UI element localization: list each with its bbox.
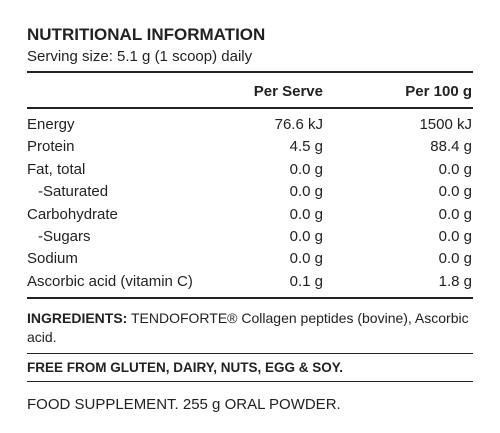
cell-value: 1500 kJ <box>419 116 472 133</box>
free-from: FREE FROM GLUTEN, DAIRY, NUTS, EGG & SOY… <box>27 360 344 375</box>
rule <box>27 297 473 299</box>
row-label: Carbohydrate <box>27 205 118 223</box>
rule <box>27 71 473 73</box>
cell-value: 0.0 g <box>289 228 323 245</box>
cell-value: 0.0 g <box>289 205 323 223</box>
ingredients: INGREDIENTS: TENDOFORTE® Collagen peptid… <box>27 309 473 347</box>
cell-value: 0.0 g <box>438 183 472 201</box>
column-header: Per Serve <box>253 83 323 100</box>
row-label: Protein <box>27 138 75 156</box>
row-label: Fat, total <box>27 160 86 178</box>
cell-value: 1.8 g <box>438 272 472 290</box>
cell-value: 76.6 kJ <box>274 116 323 133</box>
rule <box>27 353 473 354</box>
ingredients-text: TENDOFORTE® Collagen peptides (bovine), … <box>27 310 469 345</box>
column-header: Per 100 g <box>405 83 472 100</box>
cell-value: 0.0 g <box>438 205 472 223</box>
row-label: -Saturated <box>38 183 109 201</box>
ingredients-label: INGREDIENTS: <box>27 310 128 326</box>
footer: FOOD SUPPLEMENT. 255 g ORAL POWDER. <box>27 396 341 413</box>
cell-value: 0.0 g <box>289 160 323 178</box>
rule <box>27 107 473 109</box>
row-label: Ascorbic acid (vitamin C) <box>27 272 193 290</box>
cell-value: 0.0 g <box>438 160 472 178</box>
row-label: Sodium <box>27 250 78 268</box>
row-label: Energy <box>27 116 75 133</box>
cell-value: 0.0 g <box>438 250 472 268</box>
cell-value: 0.0 g <box>438 228 472 245</box>
title: NUTRITIONAL INFORMATION <box>27 25 266 44</box>
cell-value: 0.0 g <box>289 183 323 201</box>
cell-value: 0.1 g <box>289 272 323 290</box>
cell-value: 0.0 g <box>289 250 323 268</box>
row-label: -Sugars <box>38 228 91 245</box>
serving-size: Serving size: 5.1 g (1 scoop) daily <box>27 48 253 65</box>
cell-value: 88.4 g <box>430 138 472 156</box>
rule <box>27 381 473 382</box>
cell-value: 4.5 g <box>289 138 323 156</box>
